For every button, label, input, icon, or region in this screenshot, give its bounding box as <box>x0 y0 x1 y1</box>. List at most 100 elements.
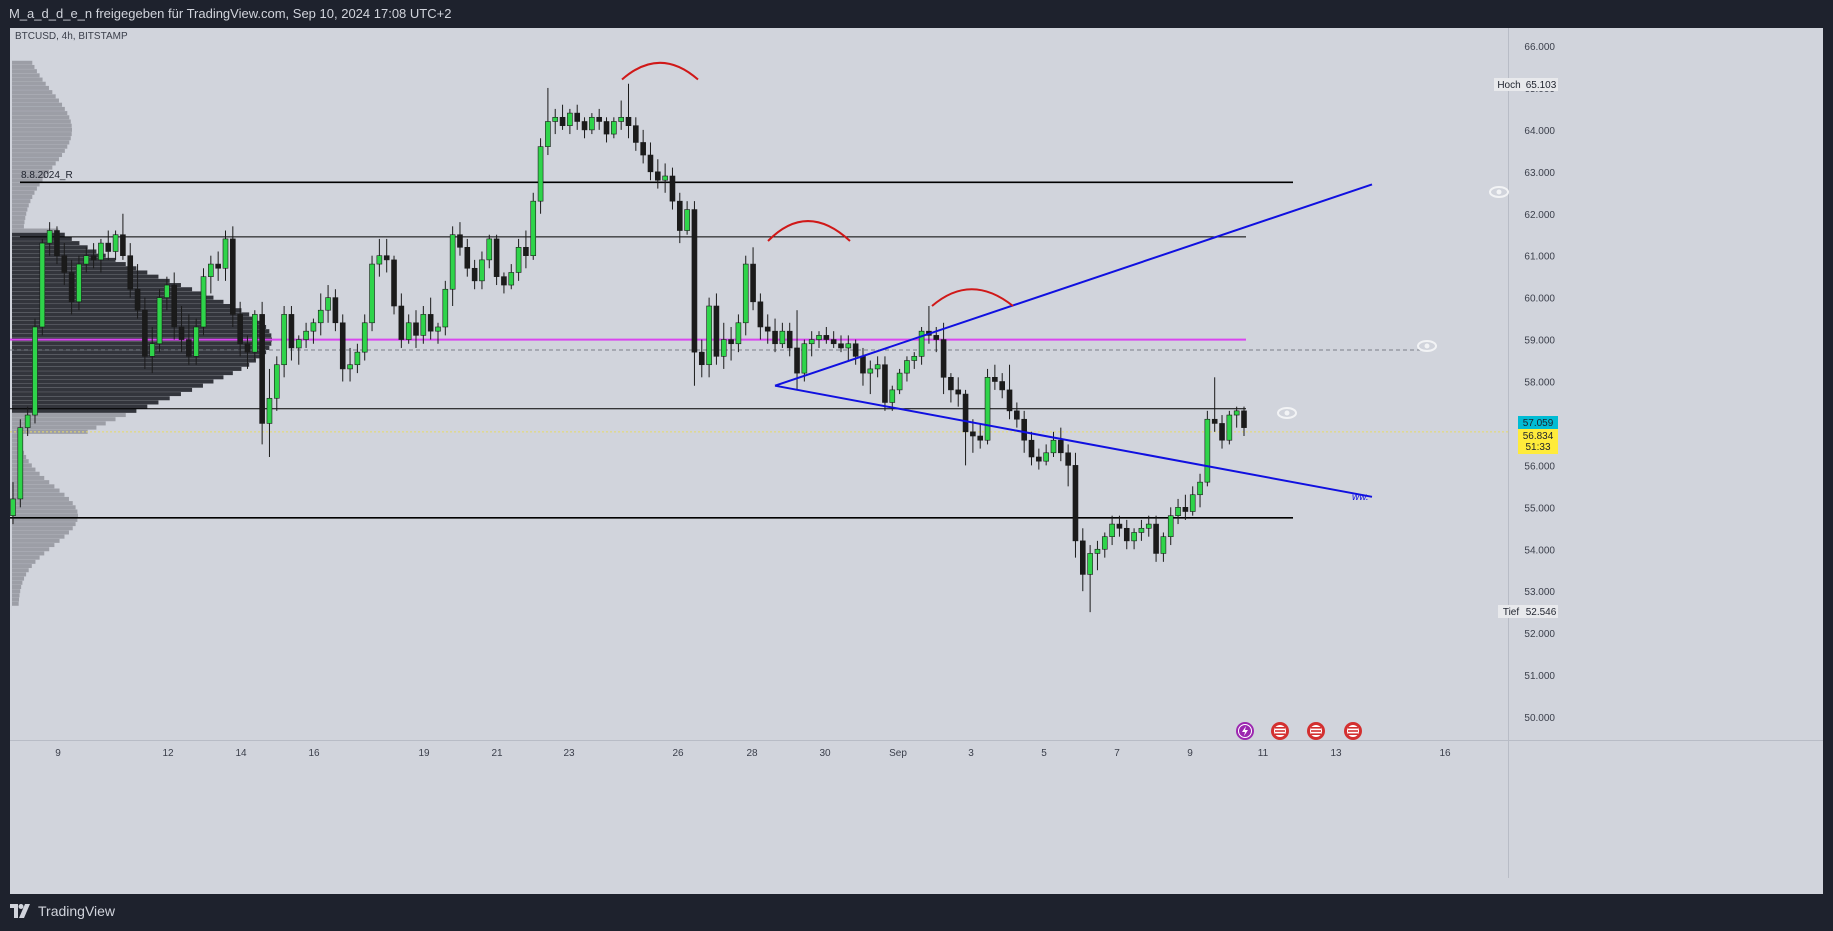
volume-bar <box>12 396 170 401</box>
price-chart[interactable]: 66.00065.00064.00063.00062.00061.00060.0… <box>10 28 1823 894</box>
time-tick-label: 11 <box>1258 748 1269 759</box>
volume-bar <box>12 169 49 174</box>
volume-bar <box>12 199 31 204</box>
candle-body <box>845 343 852 349</box>
volume-bar <box>12 513 78 518</box>
us-flag-icon[interactable] <box>1271 722 1289 740</box>
eye-icon[interactable] <box>1277 407 1297 419</box>
volume-bar <box>12 496 69 501</box>
candle-body <box>68 272 75 303</box>
candle-body <box>471 267 478 282</box>
us-flag-icon[interactable] <box>1344 722 1362 740</box>
candle-body <box>383 255 390 261</box>
candle-body <box>200 276 207 328</box>
candle-body <box>618 116 624 122</box>
us-flag-icon[interactable] <box>1307 722 1325 740</box>
low-value: 52.546 <box>1526 607 1557 618</box>
candle-body <box>237 314 243 345</box>
candle-body <box>1226 414 1233 441</box>
candle-body <box>772 330 778 345</box>
volume-bar <box>12 564 32 569</box>
volume-bar <box>12 404 148 409</box>
candle-body <box>794 347 800 374</box>
candle-body <box>852 343 859 357</box>
volume-bar <box>12 320 262 325</box>
candle-body <box>779 330 786 345</box>
volume-bar <box>12 115 70 120</box>
price-tick-label: 60.000 <box>1524 294 1555 305</box>
volume-bar <box>12 69 37 74</box>
time-axis[interactable]: 9 12 14 16 19 21 23 26 28 30 Sep 3 5 7 9 11 13 16 <box>10 740 1823 759</box>
eye-icon[interactable] <box>1489 186 1509 198</box>
volume-bar <box>12 106 65 111</box>
candle-body <box>369 263 375 324</box>
volume-bar <box>12 584 22 589</box>
candle-body <box>1101 536 1108 550</box>
time-tick-label: 30 <box>819 748 831 759</box>
candle-body <box>655 171 661 181</box>
candle-body <box>1043 452 1049 462</box>
candle-body <box>625 116 632 126</box>
volume-bar <box>12 224 24 229</box>
candle-body <box>918 330 925 357</box>
volume-bar <box>12 64 35 69</box>
candle-body <box>1138 527 1145 533</box>
candle-body <box>10 498 16 516</box>
volume-bar <box>12 102 63 107</box>
tradingview-logo[interactable]: TradingView <box>10 903 115 919</box>
price-tick-label: 59.000 <box>1524 336 1555 347</box>
candle-body <box>134 288 141 311</box>
candle-body <box>164 284 170 298</box>
candle-body <box>1028 439 1035 458</box>
time-tick-label: 19 <box>418 748 430 759</box>
candle-body <box>992 377 998 382</box>
volume-bar <box>12 589 21 594</box>
volume-bar <box>12 207 28 212</box>
trendline-lower <box>774 384 1373 498</box>
time-tick-label: 12 <box>162 748 174 759</box>
volume-bar <box>12 161 56 166</box>
candle-body <box>354 351 361 366</box>
volume-bar <box>12 484 55 489</box>
volume-bar <box>12 341 272 346</box>
price-tick-label: 56.000 <box>1524 461 1555 472</box>
volume-bar <box>12 559 36 564</box>
eye-icon[interactable] <box>1417 340 1437 352</box>
volume-bar <box>12 333 272 338</box>
volume-bar <box>12 400 159 405</box>
candle-body <box>464 247 471 269</box>
volume-bar <box>12 505 76 510</box>
candle-body <box>259 314 265 424</box>
volume-bar <box>12 90 53 95</box>
candle-body <box>904 360 910 374</box>
candle-body <box>1072 465 1079 542</box>
candle-body <box>90 255 97 261</box>
volume-bar <box>12 475 45 480</box>
candle-body <box>552 116 559 122</box>
candle-body <box>1175 507 1181 516</box>
volume-bar <box>12 190 35 195</box>
candle-body <box>457 234 463 248</box>
candle-body <box>545 121 551 147</box>
candle-body <box>413 322 419 336</box>
candle-body <box>764 326 771 332</box>
lightning-icon[interactable] <box>1236 722 1254 740</box>
volume-bar <box>12 492 65 497</box>
time-tick-label: 16 <box>1439 748 1451 759</box>
candle-body <box>559 116 566 126</box>
candle-body <box>83 255 90 265</box>
candle-body <box>405 322 412 340</box>
candle-body <box>860 356 866 374</box>
candle-body <box>310 322 317 332</box>
candle-body <box>816 335 822 340</box>
volume-bar <box>12 304 233 309</box>
candle-body <box>955 389 962 395</box>
last-price-tag: 57.059 <box>1518 416 1558 429</box>
candle-body <box>281 314 287 366</box>
volume-bar <box>12 140 70 145</box>
candle-body <box>611 121 617 135</box>
candle-body <box>706 305 712 366</box>
volume-bar <box>12 488 60 493</box>
time-tick-label: 9 <box>1187 748 1193 759</box>
level-label: 8.8.2024_R <box>21 170 73 181</box>
